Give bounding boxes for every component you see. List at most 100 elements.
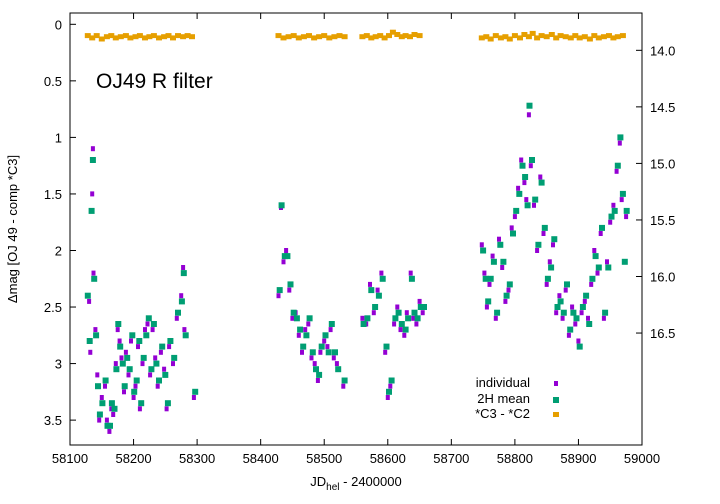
point-individual: [140, 361, 145, 367]
point-2h-mean: [519, 162, 526, 169]
point-individual: [158, 349, 163, 355]
point-individual: [155, 383, 160, 389]
point-individual: [306, 321, 311, 327]
point-2h-mean: [513, 207, 520, 214]
point-individual: [164, 406, 169, 412]
point-individual: [133, 383, 138, 389]
point-2h-mean: [541, 224, 548, 231]
point-2h-mean: [318, 343, 325, 350]
point-c3-c2: [368, 35, 375, 41]
point-individual: [524, 197, 529, 203]
point-c3-c2: [142, 35, 148, 41]
point-2h-mean: [480, 247, 487, 254]
point-2h-mean: [414, 315, 421, 322]
point-2h-mean: [551, 236, 558, 243]
point-2h-mean: [554, 304, 561, 310]
point-2h-mean: [379, 275, 386, 282]
point-2h-mean: [567, 326, 574, 333]
point-individual: [493, 315, 498, 321]
point-c3-c2: [581, 34, 588, 40]
point-individual: [420, 310, 425, 316]
point-2h-mean: [88, 207, 95, 214]
point-individual: [526, 112, 531, 118]
point-individual: [624, 214, 629, 220]
point-2h-mean: [124, 354, 131, 361]
point-c3-c2: [112, 35, 119, 41]
point-c3-c2: [117, 34, 124, 40]
point-2h-mean: [178, 298, 185, 305]
point-individual: [619, 197, 624, 203]
point-2h-mean: [497, 241, 504, 248]
point-2h-mean: [162, 371, 169, 378]
point-2h-mean: [375, 292, 382, 299]
point-2h-mean: [316, 371, 323, 378]
point-individual: [551, 242, 555, 248]
point-individual: [122, 389, 126, 395]
y-tick-label-right: 13.5: [650, 0, 675, 2]
point-c3-c2: [416, 33, 423, 39]
point-c3-c2: [189, 34, 195, 40]
point-c3-c2: [534, 35, 541, 41]
point-c3-c2: [108, 33, 115, 39]
point-individual: [162, 366, 167, 372]
point-c3-c2: [132, 34, 139, 40]
point-individual: [90, 191, 95, 197]
point-2h-mean: [335, 366, 342, 373]
point-c3-c2: [497, 35, 504, 41]
point-2h-mean: [395, 309, 402, 316]
point-c3-c2: [492, 33, 499, 39]
point-c3-c2: [170, 35, 176, 41]
point-c3-c2: [150, 33, 157, 39]
point-individual: [497, 236, 501, 242]
x-tick-label: 58200: [115, 451, 151, 466]
point-individual: [104, 417, 109, 423]
point-individual: [93, 327, 98, 333]
point-individual: [322, 338, 327, 344]
point-2h-mean: [506, 281, 513, 288]
x-tick-label: 58400: [243, 451, 279, 466]
point-individual: [276, 293, 281, 299]
point-2h-mean: [93, 332, 100, 339]
point-2h-mean: [490, 258, 497, 265]
point-c3-c2: [402, 33, 409, 39]
x-tick-label: 58900: [560, 451, 596, 466]
point-2h-mean: [586, 321, 593, 327]
point-c3-c2: [548, 32, 555, 37]
point-2h-mean: [408, 275, 415, 282]
point-c3-c2: [311, 35, 318, 41]
point-2h-mean: [576, 343, 583, 350]
point-2h-mean: [313, 366, 319, 373]
point-2h-mean: [564, 281, 570, 288]
point-individual: [87, 298, 92, 304]
point-c3-c2: [386, 33, 392, 39]
point-2h-mean: [398, 321, 405, 327]
point-2h-mean: [140, 354, 147, 361]
point-individual: [601, 315, 606, 321]
point-individual: [182, 327, 187, 333]
point-2h-mean: [392, 315, 399, 322]
point-individual: [547, 259, 552, 265]
point-2h-mean: [287, 281, 294, 288]
point-2h-mean: [592, 253, 599, 260]
point-2h-mean: [605, 264, 612, 271]
point-individual: [126, 372, 131, 378]
point-individual: [404, 310, 409, 316]
point-individual: [123, 349, 128, 355]
point-c3-c2: [606, 33, 612, 39]
y-axis-label: Δmag [OJ 49 - comp *C3]: [5, 155, 20, 303]
point-individual: [598, 231, 603, 236]
point-individual: [181, 265, 186, 270]
point-individual: [143, 327, 147, 333]
y-tick-label-left: 1: [55, 130, 62, 145]
point-2h-mean: [153, 360, 160, 367]
point-2h-mean: [383, 343, 390, 350]
point-2h-mean: [411, 309, 418, 316]
point-c3-c2: [610, 35, 617, 41]
point-individual: [417, 298, 422, 304]
point-2h-mean: [325, 349, 332, 356]
point-c3-c2: [538, 33, 545, 39]
point-2h-mean: [115, 321, 122, 327]
point-2h-mean: [131, 388, 138, 395]
point-individual: [395, 304, 400, 310]
point-c3-c2: [103, 34, 110, 40]
